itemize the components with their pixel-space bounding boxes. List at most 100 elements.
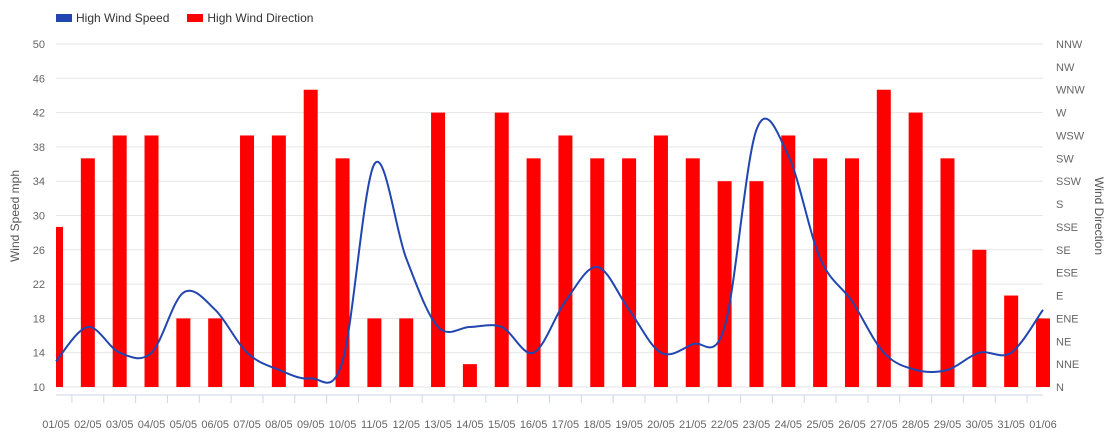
y2-tick-label: NW bbox=[1056, 62, 1075, 74]
y-tick-label: 22 bbox=[33, 279, 45, 291]
y2-tick-label: SSE bbox=[1056, 222, 1078, 234]
y-tick-label: 26 bbox=[33, 245, 45, 257]
y2-tick-label: NNW bbox=[1056, 39, 1083, 51]
x-tick-label: 02/05 bbox=[74, 419, 102, 431]
y2-tick-label: S bbox=[1056, 199, 1063, 211]
x-tick-label: 15/05 bbox=[488, 419, 516, 431]
wind-direction-bar[interactable] bbox=[908, 112, 923, 387]
wind-direction-bar[interactable] bbox=[112, 135, 127, 387]
wind-direction-bar[interactable] bbox=[749, 181, 764, 387]
x-tick-label: 09/05 bbox=[297, 419, 325, 431]
x-tick-label: 08/05 bbox=[265, 419, 293, 431]
legend-item-wind-direction[interactable]: High Wind Direction bbox=[187, 11, 313, 25]
wind-direction-bar[interactable] bbox=[271, 135, 286, 387]
y2-tick-label: W bbox=[1056, 108, 1067, 120]
wind-direction-bar[interactable] bbox=[240, 135, 255, 387]
axes: 50 46 42 38 34 30 26 22 18 14 10 NNW NW WNW W WSW SW SSW S… bbox=[33, 39, 1086, 431]
wind-direction-bar[interactable] bbox=[335, 158, 350, 387]
y2-tick-label: N bbox=[1056, 382, 1064, 394]
wind-direction-bar[interactable] bbox=[813, 158, 828, 387]
x-tick-label: 11/05 bbox=[361, 419, 388, 431]
legend-swatch-wind-speed bbox=[56, 14, 72, 22]
y2-tick-label: SW bbox=[1056, 153, 1074, 165]
x-tick-label: 06/05 bbox=[201, 419, 229, 431]
wind-direction-bar[interactable] bbox=[622, 158, 637, 387]
x-tick-label: 20/05 bbox=[647, 419, 675, 431]
wind-direction-bar[interactable] bbox=[208, 318, 223, 387]
x-tick-label: 13/05 bbox=[424, 419, 452, 431]
wind-direction-bar[interactable] bbox=[685, 158, 700, 387]
x-tick-label: 21/05 bbox=[679, 419, 707, 431]
x-tick-label: 14/05 bbox=[456, 419, 484, 431]
grid-lines bbox=[56, 43, 1043, 388]
wind-direction-bar[interactable] bbox=[1004, 295, 1019, 387]
legend-item-wind-speed[interactable]: High Wind Speed bbox=[56, 11, 169, 25]
wind-direction-bars bbox=[56, 89, 1050, 387]
wind-direction-bar[interactable] bbox=[876, 89, 891, 387]
wind-direction-bar[interactable] bbox=[558, 135, 573, 387]
y2-tick-label: E bbox=[1056, 291, 1063, 303]
x-tick-label: 28/05 bbox=[902, 419, 930, 431]
wind-direction-bar[interactable] bbox=[972, 249, 987, 387]
wind-direction-bar[interactable] bbox=[431, 112, 446, 387]
chart-legend: High Wind Speed High Wind Direction bbox=[56, 11, 313, 25]
wind-direction-bar[interactable] bbox=[1036, 318, 1050, 387]
x-tick-label: 25/05 bbox=[806, 419, 834, 431]
y-tick-label: 42 bbox=[33, 108, 45, 120]
x-tick-label: 01/06 bbox=[1029, 419, 1057, 431]
y-axis-title: Wind Speed mph bbox=[8, 170, 22, 262]
x-tick-label: 10/05 bbox=[329, 419, 357, 431]
wind-direction-bar[interactable] bbox=[399, 318, 414, 387]
wind-direction-bar[interactable] bbox=[80, 158, 95, 387]
y-tick-label: 14 bbox=[33, 348, 45, 360]
y-tick-label: 18 bbox=[33, 313, 45, 325]
x-tick-label: 03/05 bbox=[106, 419, 134, 431]
wind-direction-bar[interactable] bbox=[494, 112, 509, 387]
y2-tick-label: WSW bbox=[1056, 130, 1085, 142]
x-tick-label: 07/05 bbox=[233, 419, 261, 431]
x-tick-label: 23/05 bbox=[743, 419, 771, 431]
y2-tick-label: ENE bbox=[1056, 313, 1079, 325]
y-tick-label: 30 bbox=[33, 211, 45, 223]
y2-tick-label: ESE bbox=[1056, 268, 1078, 280]
wind-direction-bar[interactable] bbox=[56, 226, 63, 387]
wind-speed-line[interactable] bbox=[55, 117, 1044, 384]
x-tick-label: 24/05 bbox=[775, 419, 803, 431]
y2-tick-label: WNW bbox=[1056, 85, 1085, 97]
y-tick-label: 10 bbox=[33, 382, 45, 394]
wind-direction-bar[interactable] bbox=[717, 181, 732, 387]
wind-direction-bar[interactable] bbox=[367, 318, 382, 387]
wind-direction-bar[interactable] bbox=[653, 135, 668, 387]
wind-direction-bar[interactable] bbox=[462, 364, 477, 387]
wind-direction-bar[interactable] bbox=[781, 135, 796, 387]
legend-label-wind-direction: High Wind Direction bbox=[207, 11, 314, 25]
x-tick-label: 16/05 bbox=[520, 419, 548, 431]
x-tick-label: 22/05 bbox=[711, 419, 739, 431]
x-tick-label: 01/05 bbox=[42, 419, 70, 431]
wind-direction-bar[interactable] bbox=[176, 318, 191, 387]
x-tick-label: 27/05 bbox=[870, 419, 898, 431]
y2-axis-title: Wind Direction bbox=[1092, 177, 1106, 255]
y-tick-label: 38 bbox=[33, 142, 45, 154]
y-tick-label: 46 bbox=[33, 73, 45, 85]
x-tick-label: 26/05 bbox=[838, 419, 866, 431]
wind-direction-bar[interactable] bbox=[303, 89, 318, 387]
x-tick-label: 05/05 bbox=[170, 419, 198, 431]
y-tick-label: 50 bbox=[33, 39, 45, 51]
x-tick-label: 19/05 bbox=[615, 419, 643, 431]
wind-speed-line-layer bbox=[55, 117, 1044, 384]
x-tick-label: 17/05 bbox=[552, 419, 580, 431]
wind-direction-bar[interactable] bbox=[590, 158, 605, 387]
wind-direction-bar[interactable] bbox=[844, 158, 859, 387]
legend-swatch-wind-direction bbox=[187, 14, 204, 22]
x-tick-label: 18/05 bbox=[583, 419, 611, 431]
y-tick-label: 34 bbox=[33, 176, 45, 188]
y2-tick-label: NNE bbox=[1056, 359, 1079, 371]
x-tick-label: 30/05 bbox=[966, 419, 994, 431]
wind-direction-bar[interactable] bbox=[940, 158, 955, 387]
x-tick-label: 31/05 bbox=[997, 419, 1025, 431]
wind-direction-bar[interactable] bbox=[144, 135, 159, 387]
wind-direction-bar[interactable] bbox=[526, 158, 541, 387]
y2-tick-label: SSW bbox=[1056, 176, 1082, 188]
